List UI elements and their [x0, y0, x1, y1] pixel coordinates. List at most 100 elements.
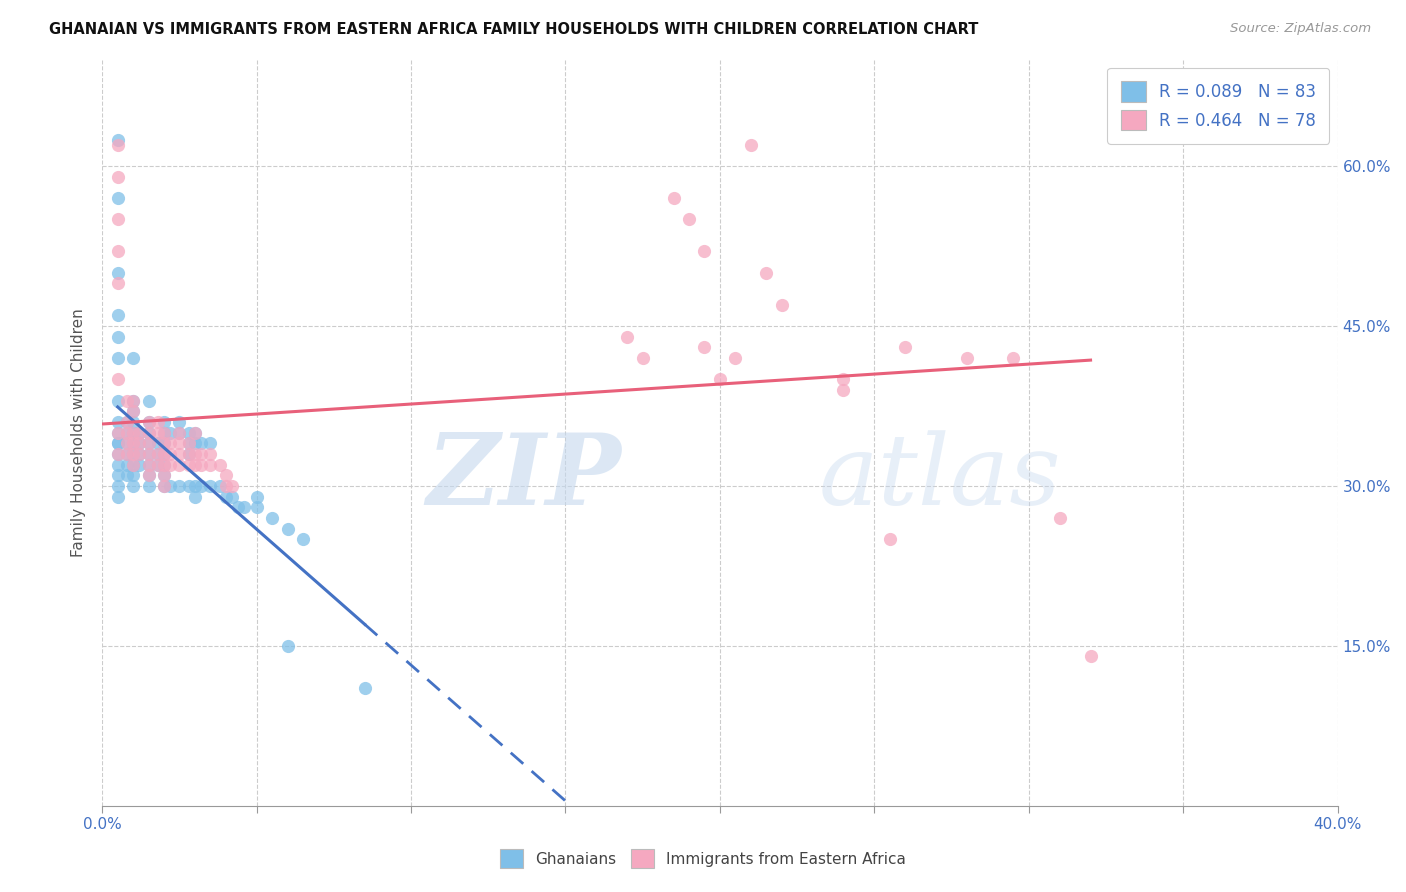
Point: [190, 458, 212, 472]
Point: [138, 479, 160, 493]
Point: [678, 212, 700, 227]
Point: [879, 532, 901, 546]
Legend: R = 0.089   N = 83, R = 0.464   N = 78: R = 0.089 N = 83, R = 0.464 N = 78: [1108, 68, 1329, 144]
Text: ZIP: ZIP: [426, 429, 621, 525]
Point: [153, 436, 176, 450]
Point: [107, 277, 129, 291]
Text: Source: ZipAtlas.com: Source: ZipAtlas.com: [1230, 22, 1371, 36]
Point: [693, 340, 716, 354]
Point: [208, 458, 231, 472]
Point: [276, 639, 298, 653]
Point: [159, 458, 181, 472]
Point: [153, 468, 176, 483]
Point: [184, 490, 207, 504]
Point: [208, 479, 231, 493]
Point: [115, 447, 138, 461]
Point: [115, 415, 138, 429]
Point: [200, 447, 222, 461]
Point: [107, 309, 129, 323]
Point: [177, 425, 200, 440]
Point: [184, 447, 207, 461]
Point: [107, 137, 129, 152]
Point: [138, 468, 160, 483]
Point: [115, 436, 138, 450]
Point: [153, 425, 176, 440]
Point: [832, 372, 855, 386]
Point: [146, 415, 169, 429]
Point: [159, 436, 181, 450]
Point: [138, 393, 160, 408]
Point: [177, 447, 200, 461]
Point: [107, 479, 129, 493]
Point: [153, 436, 176, 450]
Point: [291, 532, 314, 546]
Point: [107, 351, 129, 365]
Point: [169, 425, 191, 440]
Point: [770, 298, 793, 312]
Point: [956, 351, 979, 365]
Point: [115, 415, 138, 429]
Point: [169, 436, 191, 450]
Point: [122, 436, 145, 450]
Point: [184, 436, 207, 450]
Point: [153, 447, 176, 461]
Point: [146, 436, 169, 450]
Point: [169, 447, 191, 461]
Point: [200, 436, 222, 450]
Point: [128, 425, 150, 440]
Point: [138, 436, 160, 450]
Point: [177, 458, 200, 472]
Point: [122, 393, 145, 408]
Point: [184, 458, 207, 472]
Point: [107, 393, 129, 408]
Point: [616, 329, 638, 343]
Point: [146, 458, 169, 472]
Point: [146, 458, 169, 472]
Point: [832, 383, 855, 397]
Point: [122, 415, 145, 429]
Point: [226, 500, 249, 515]
Point: [115, 447, 138, 461]
Point: [631, 351, 654, 365]
Point: [138, 458, 160, 472]
Point: [128, 447, 150, 461]
Point: [115, 436, 138, 450]
Point: [138, 415, 160, 429]
Point: [169, 415, 191, 429]
Point: [177, 436, 200, 450]
Point: [215, 490, 238, 504]
Point: [1080, 649, 1102, 664]
Point: [138, 447, 160, 461]
Point: [190, 447, 212, 461]
Point: [122, 479, 145, 493]
Point: [122, 447, 145, 461]
Point: [1002, 351, 1025, 365]
Point: [184, 479, 207, 493]
Point: [107, 458, 129, 472]
Point: [177, 479, 200, 493]
Point: [146, 425, 169, 440]
Point: [190, 436, 212, 450]
Text: GHANAIAN VS IMMIGRANTS FROM EASTERN AFRICA FAMILY HOUSEHOLDS WITH CHILDREN CORRE: GHANAIAN VS IMMIGRANTS FROM EASTERN AFRI…: [49, 22, 979, 37]
Point: [138, 447, 160, 461]
Point: [1049, 511, 1071, 525]
Point: [221, 490, 243, 504]
Point: [107, 132, 129, 146]
Point: [146, 447, 169, 461]
Point: [262, 511, 284, 525]
Legend: Ghanaians, Immigrants from Eastern Africa: Ghanaians, Immigrants from Eastern Afric…: [492, 841, 914, 875]
Point: [246, 500, 269, 515]
Point: [153, 425, 176, 440]
Point: [153, 468, 176, 483]
Point: [709, 372, 731, 386]
Point: [107, 436, 129, 450]
Point: [221, 479, 243, 493]
Point: [115, 425, 138, 440]
Point: [215, 479, 238, 493]
Point: [115, 393, 138, 408]
Point: [122, 458, 145, 472]
Point: [177, 447, 200, 461]
Point: [128, 458, 150, 472]
Point: [246, 490, 269, 504]
Point: [107, 447, 129, 461]
